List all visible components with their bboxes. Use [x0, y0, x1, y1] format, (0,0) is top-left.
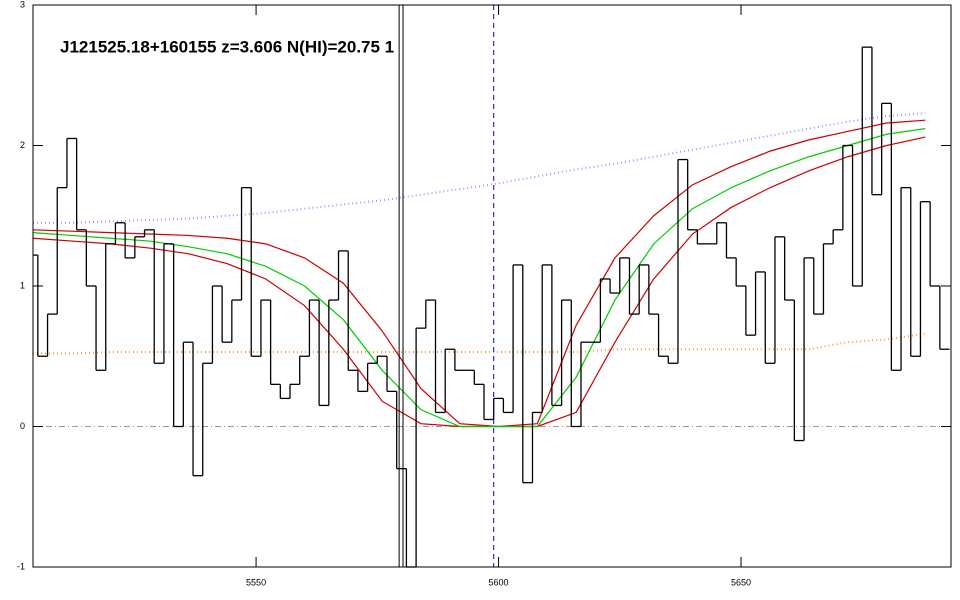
x-tick-label: 5600	[489, 577, 509, 587]
x-tick-label: 5650	[731, 577, 751, 587]
y-tick-label: 0	[20, 421, 25, 431]
model-line	[33, 332, 926, 355]
chart-title: J121525.18+160155 z=3.606 N(HI)=20.75 1	[60, 37, 394, 56]
y-tick-label: 3	[20, 0, 25, 9]
y-tick-label: 1	[20, 280, 25, 290]
model-line	[33, 112, 926, 224]
y-tick-label: -1	[17, 561, 25, 571]
model-line	[32, 119, 926, 428]
x-tick-label: 5550	[246, 577, 266, 587]
y-tick-label: 2	[20, 140, 25, 150]
model-line	[32, 128, 926, 428]
